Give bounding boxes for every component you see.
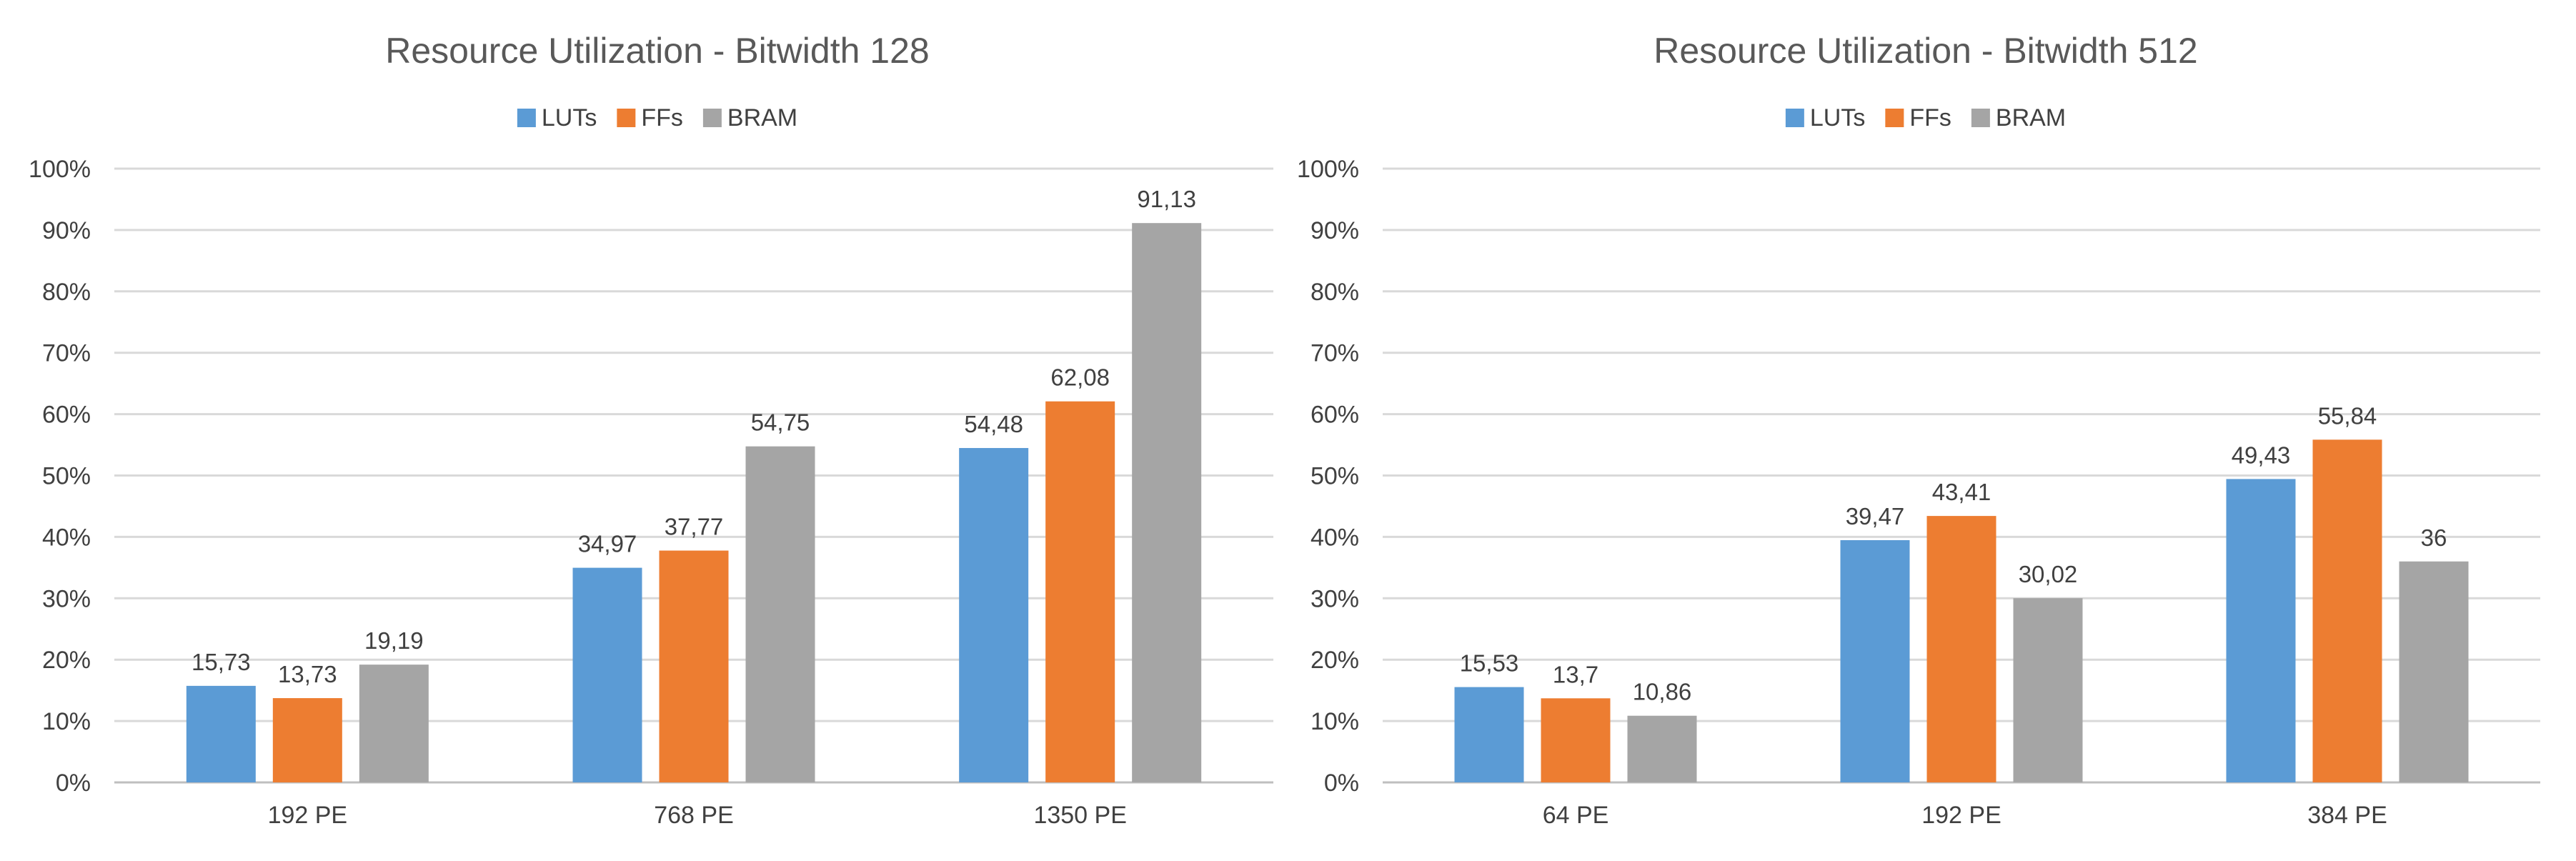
y-tick-label: 100% <box>29 156 91 183</box>
bar-ffs-3 <box>2312 439 2382 782</box>
bars <box>1454 439 2469 782</box>
legend-label: LUTs <box>542 104 597 131</box>
bars <box>186 223 1202 782</box>
y-tick-label: 90% <box>42 217 91 244</box>
bar-luts-2 <box>1840 539 1910 782</box>
legend-item-luts: LUTs <box>1785 104 1865 131</box>
legend-label: BRAM <box>1996 104 2066 131</box>
data-label: 54,48 <box>964 411 1023 437</box>
legend-item-ffs: FFs <box>617 104 683 131</box>
legend-item-ffs: FFs <box>1885 104 1951 131</box>
legend-swatch <box>517 109 536 127</box>
bar-bram-1 <box>1627 715 1697 782</box>
x-axis-categories: 64 PE 192 PE 384 PE <box>1543 802 2387 829</box>
bar-bram-2 <box>2013 598 2083 782</box>
y-tick-label: 30% <box>42 585 91 612</box>
y-tick-label: 40% <box>42 524 91 551</box>
bar-data-labels: 15,73 13,73 19,19 34,97 37,77 54,75 54,48 62,08… <box>192 186 1196 687</box>
data-label: 19,19 <box>364 627 424 654</box>
bar-ffs-3 <box>1045 401 1115 782</box>
y-tick-label: 0% <box>1324 770 1359 797</box>
bar-ffs-2 <box>659 550 729 782</box>
x-tick-label: 64 PE <box>1543 802 1609 829</box>
y-tick-label: 100% <box>1297 156 1359 183</box>
bar-data-labels: 15,53 13,7 10,86 39,47 43,41 30,02 49,43 55,84 3… <box>1460 402 2447 705</box>
legend-label: FFs <box>641 104 683 131</box>
y-tick-label: 0% <box>56 770 91 797</box>
data-label: 54,75 <box>751 409 810 436</box>
bar-bram-1 <box>359 665 429 782</box>
data-label: 36 <box>2421 524 2447 551</box>
legend: LUTs FFs BRAM <box>517 104 797 131</box>
y-tick-label: 20% <box>42 647 91 674</box>
y-tick-label: 10% <box>1311 708 1359 735</box>
y-tick-label: 40% <box>1311 524 1359 551</box>
y-tick-label: 50% <box>1311 463 1359 490</box>
y-tick-label: 20% <box>1311 647 1359 674</box>
legend-swatch <box>702 109 722 127</box>
bar-bram-3 <box>1132 223 1202 782</box>
data-label: 37,77 <box>665 514 724 540</box>
bar-luts-3 <box>2226 479 2296 782</box>
chart-bitwidth-128: Resource Utilization - Bitwidth 128 LUTs… <box>29 31 1273 829</box>
legend-label: LUTs <box>1810 104 1865 131</box>
y-tick-label: 60% <box>42 402 91 429</box>
bar-luts-1 <box>1454 687 1524 782</box>
data-label: 34,97 <box>578 531 637 557</box>
bar-ffs-2 <box>1926 516 1996 782</box>
legend-item-luts: LUTs <box>517 104 597 131</box>
chart-title: Resource Utilization - Bitwidth 128 <box>385 31 929 71</box>
bar-luts-3 <box>959 448 1029 782</box>
chart-title: Resource Utilization - Bitwidth 512 <box>1653 31 2197 71</box>
bar-bram-3 <box>2399 561 2469 782</box>
legend-item-bram: BRAM <box>702 104 797 131</box>
x-tick-label: 192 PE <box>268 802 348 829</box>
data-label: 13,7 <box>1553 661 1598 687</box>
bar-luts-1 <box>186 685 256 782</box>
data-label: 62,08 <box>1050 364 1110 391</box>
data-label: 15,53 <box>1460 650 1519 677</box>
legend-swatch <box>1971 109 1990 127</box>
legend-swatch <box>1885 109 1904 127</box>
legend-swatch <box>1785 109 1804 127</box>
x-axis-categories: 192 PE 768 PE 1350 PE <box>268 802 1127 829</box>
data-label: 13,73 <box>278 661 337 687</box>
bar-ffs-1 <box>272 698 342 782</box>
x-tick-label: 192 PE <box>1921 802 2001 829</box>
y-tick-label: 10% <box>42 708 91 735</box>
y-tick-label: 30% <box>1311 585 1359 612</box>
data-label: 30,02 <box>2019 561 2078 587</box>
legend-label: BRAM <box>727 104 797 131</box>
x-tick-label: 1350 PE <box>1033 802 1126 829</box>
bar-ffs-1 <box>1541 698 1611 782</box>
y-tick-label: 90% <box>1311 217 1359 244</box>
legend: LUTs FFs BRAM <box>1785 104 2066 131</box>
legend-swatch <box>617 109 636 127</box>
data-label: 49,43 <box>2232 442 2291 468</box>
data-label: 39,47 <box>1846 503 1905 529</box>
chart-bitwidth-512: Resource Utilization - Bitwidth 512 LUTs… <box>1297 31 2540 829</box>
y-tick-label: 50% <box>42 463 91 490</box>
data-label: 55,84 <box>2318 402 2377 429</box>
y-tick-label: 60% <box>1311 402 1359 429</box>
legend-label: FFs <box>1909 104 1951 131</box>
x-tick-label: 384 PE <box>2307 802 2387 829</box>
data-label: 15,73 <box>192 649 251 675</box>
y-tick-label: 80% <box>42 279 91 306</box>
bar-bram-2 <box>745 446 815 782</box>
y-tick-label: 80% <box>1311 279 1359 306</box>
y-tick-label: 70% <box>1311 340 1359 367</box>
y-axis-ticks: 0% 10% 20% 30% 40% 50% 60% 70% 80% 90% 100% <box>1297 156 1359 797</box>
legend-item-bram: BRAM <box>1971 104 2066 131</box>
data-label: 43,41 <box>1932 479 1991 505</box>
y-tick-label: 70% <box>42 340 91 367</box>
y-axis-ticks: 0% 10% 20% 30% 40% 50% 60% 70% 80% 90% 100% <box>29 156 91 797</box>
bar-luts-2 <box>572 567 642 782</box>
data-label: 91,13 <box>1137 186 1196 212</box>
data-label: 10,86 <box>1633 679 1692 705</box>
x-tick-label: 768 PE <box>654 802 734 829</box>
